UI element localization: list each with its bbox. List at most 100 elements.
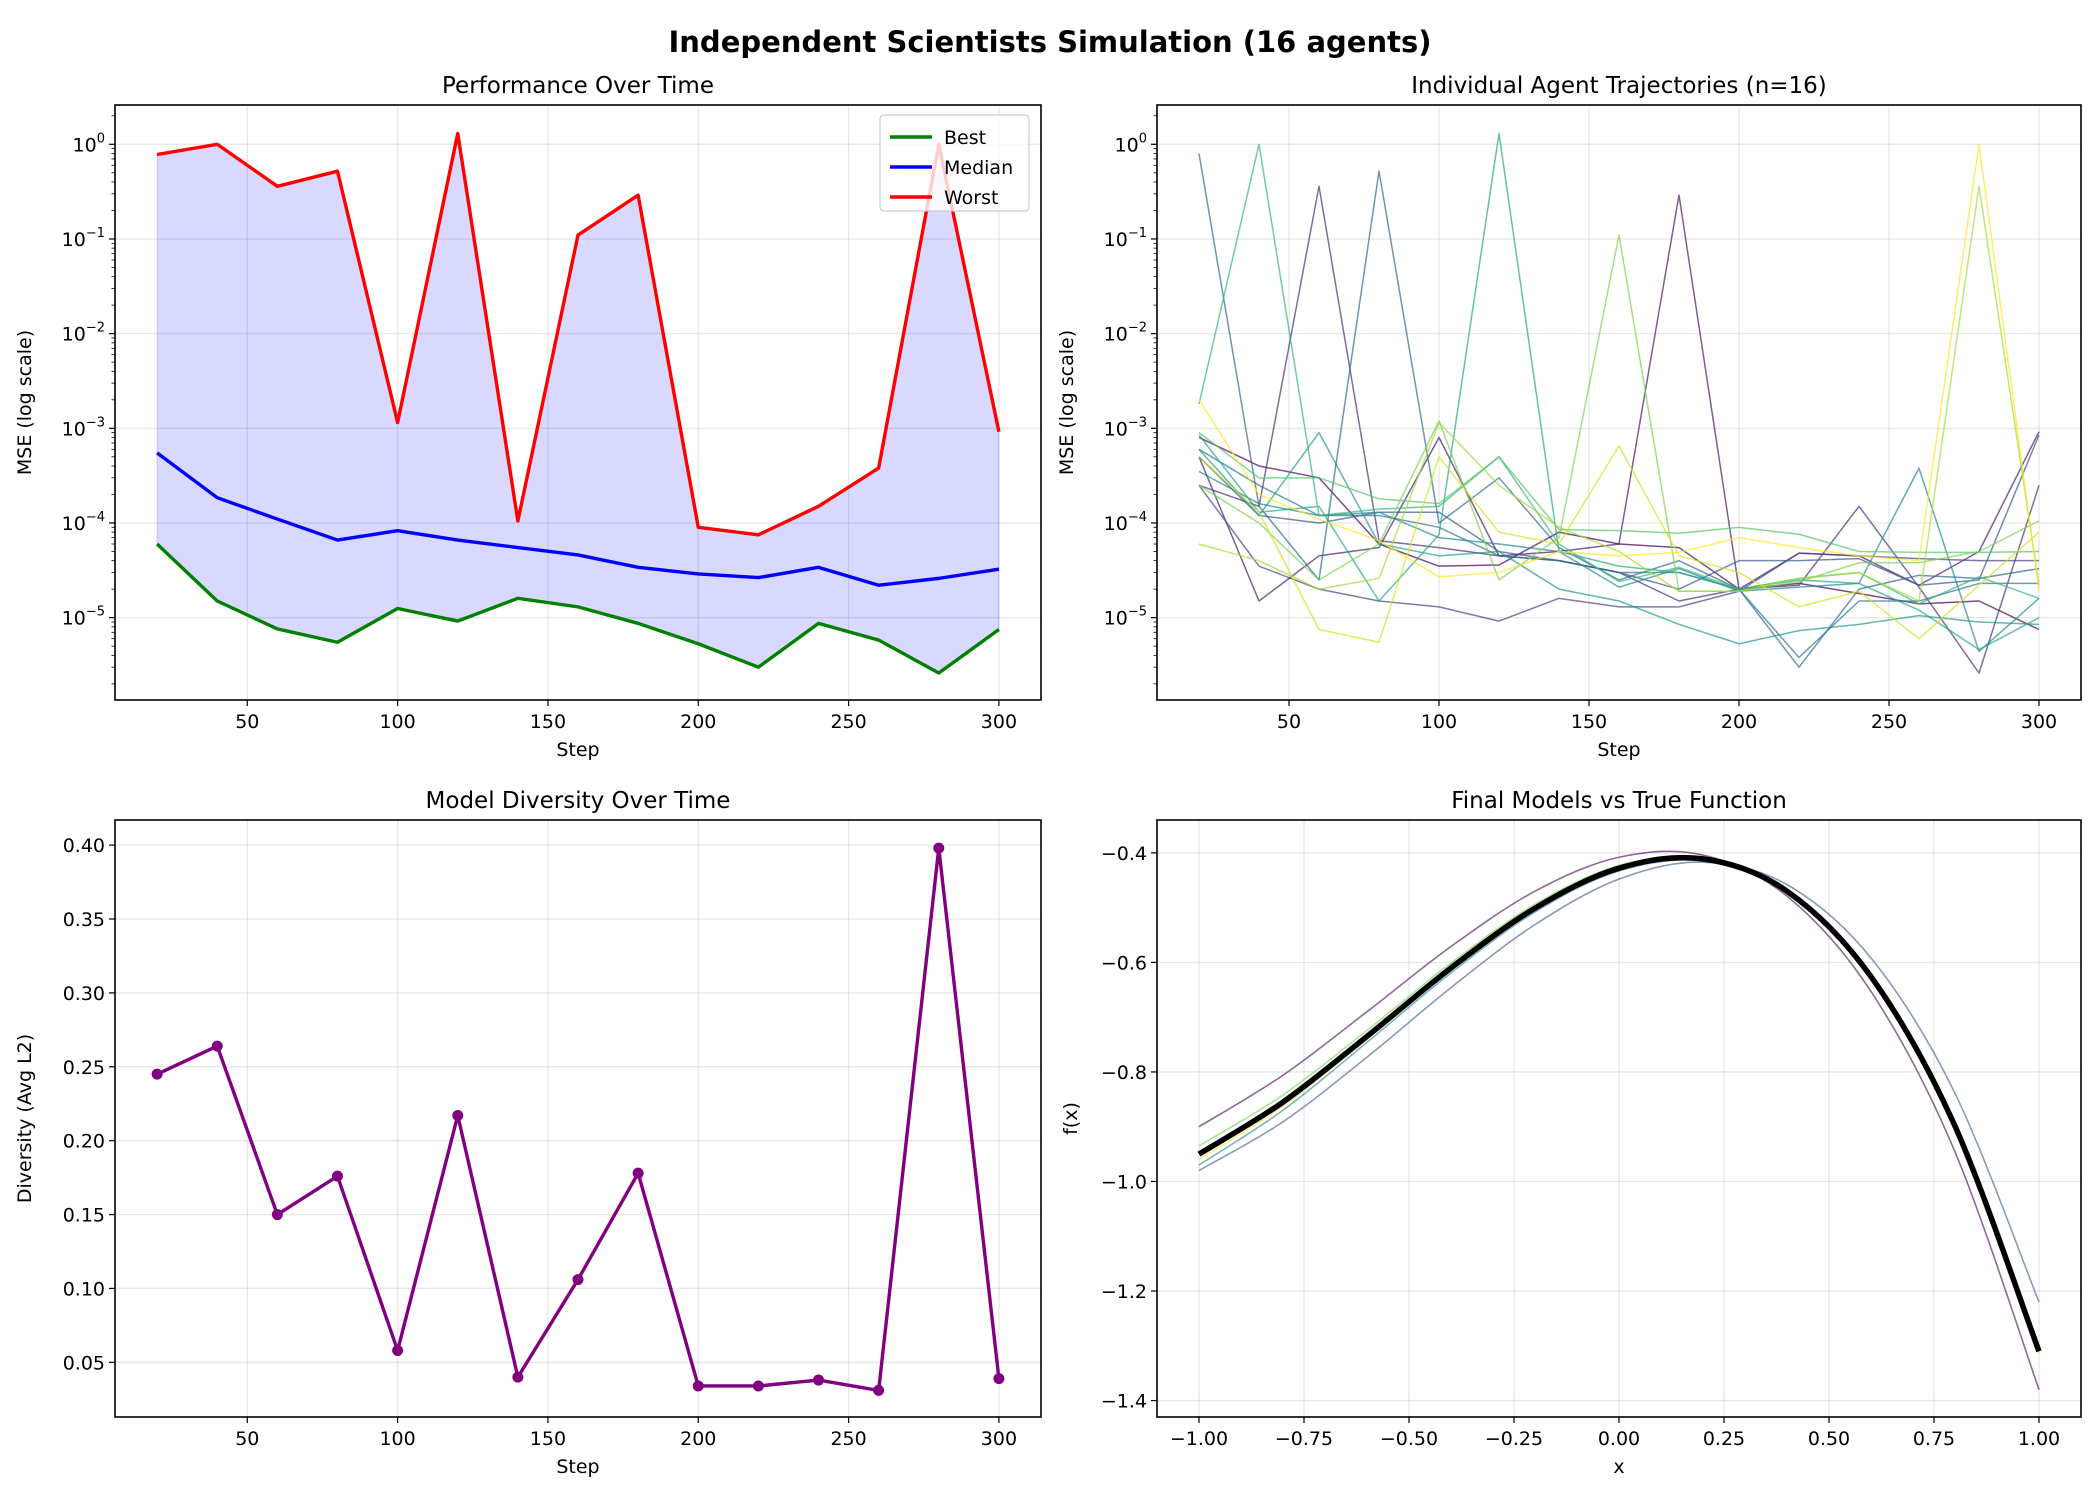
agent-trajectory-15 (1198, 445, 2040, 643)
subplot-3: 50 100 150 200 250 300 0.05 0.10 0.15 0.20 0.25 0.3… (14, 788, 1042, 1478)
subplot-1: 50 100 150 200 250 300 10−5 10−4 10−3 10−2 10−1 100… (14, 73, 1042, 761)
x-tick-label: 200 (680, 711, 716, 733)
plot-area (155, 131, 1001, 675)
x-axis-label: Step (556, 1456, 599, 1478)
x-tick-label: 250 (830, 1428, 866, 1450)
agent-trajectory-4 (1198, 484, 2039, 622)
legend-box (879, 114, 1030, 212)
y-tick-label: 10−4 (62, 510, 105, 535)
y-axis-label: MSE (log scale) (1056, 330, 1078, 475)
legend-label: Worst (944, 187, 998, 209)
x-tick-label: 300 (981, 1428, 1017, 1450)
axes-frame (114, 819, 1042, 1418)
plot-area (1197, 850, 2042, 1390)
diversity-point (512, 1371, 524, 1383)
diversity-point (692, 1380, 704, 1392)
x-axis-label: Step (556, 739, 599, 761)
subplot-title: Individual Agent Trajectories (n=16) (1411, 73, 1827, 99)
x-tick-label: 1.00 (2018, 1428, 2060, 1450)
x-axis-label: Step (1597, 739, 1640, 761)
y-tick-label: −0.4 (1101, 843, 1147, 865)
diversity-point (873, 1384, 885, 1396)
diversity-point (813, 1374, 825, 1386)
x-tick-label: 300 (981, 711, 1017, 733)
x-tick-label: 0.75 (1913, 1428, 1955, 1450)
x-tick-label: 200 (1721, 711, 1757, 733)
subplot-title: Model Diversity Over Time (426, 788, 731, 814)
series-line-worst (156, 131, 1001, 537)
y-tick-label: 0.15 (63, 1205, 105, 1227)
x-tick-label: 200 (680, 1428, 716, 1450)
diversity-point (752, 1380, 764, 1392)
y-axis-label: MSE (log scale) (14, 330, 36, 475)
x-tick-label: 50 (235, 711, 259, 733)
y-tick-label: 10−5 (62, 605, 105, 630)
plot-area (151, 842, 1005, 1396)
y-tick-label: 0.05 (63, 1352, 105, 1374)
diversity-point (211, 1040, 223, 1052)
diversity-point (452, 1110, 464, 1122)
x-axis-label: x (1613, 1456, 1624, 1478)
fill-between-area (156, 133, 1000, 674)
diversity-point (392, 1345, 404, 1357)
diversity-line (156, 846, 1001, 1393)
x-tick-label: 0.25 (1703, 1428, 1745, 1450)
x-tick-label: 0.50 (1808, 1428, 1850, 1450)
diversity-point (271, 1209, 283, 1221)
x-tick-label: 250 (830, 711, 866, 733)
y-tick-label: 10−2 (62, 321, 105, 346)
y-tick-label: −0.8 (1101, 1062, 1147, 1084)
y-tick-label: 10−3 (1104, 415, 1147, 440)
axes-frame (114, 104, 1042, 701)
x-tick-label: 100 (1421, 711, 1457, 733)
x-tick-label: −0.50 (1380, 1428, 1438, 1450)
y-axis-label: f(x) (1060, 1102, 1082, 1135)
x-tick-label: 100 (379, 1428, 415, 1450)
x-tick-label: −0.75 (1275, 1428, 1333, 1450)
subplot-title: Performance Over Time (442, 73, 714, 99)
x-tick-label: −0.25 (1485, 1428, 1543, 1450)
figure-title: Independent Scientists Simulation (16 ag… (669, 25, 1432, 59)
y-tick-label: 0.25 (63, 1057, 105, 1079)
y-tick-label: 10−1 (1104, 226, 1147, 251)
axes-frame (1156, 819, 2082, 1418)
agent-trajectory-14 (1198, 185, 2040, 602)
diversity-point (331, 1170, 343, 1182)
agent-trajectory-11 (1198, 143, 2040, 605)
model-curve-1 (1198, 850, 2040, 1390)
y-tick-label: −0.6 (1101, 952, 1147, 974)
diversity-point (632, 1167, 644, 1179)
y-tick-label: −1.2 (1101, 1281, 1147, 1303)
agent-trajectory-12 (1198, 432, 2040, 554)
y-tick-label: 10−5 (1104, 605, 1147, 630)
x-tick-label: 150 (530, 711, 566, 733)
x-tick-label: 50 (235, 1428, 259, 1450)
model-curve-2 (1198, 861, 2040, 1303)
y-tick-label: 0.30 (63, 983, 105, 1005)
y-tick-label: 10−3 (62, 415, 105, 440)
y-axis-label: Diversity (Avg L2) (14, 1034, 36, 1203)
legend-label: Best (944, 127, 986, 149)
y-tick-label: −1.0 (1101, 1171, 1147, 1193)
agent-trajectory-8 (1198, 467, 2040, 653)
diversity-point (151, 1068, 163, 1080)
y-tick-label: 10−2 (1104, 321, 1147, 346)
y-tick-label: −1.4 (1101, 1391, 1147, 1413)
x-tick-label: −1.00 (1170, 1428, 1228, 1450)
diversity-point (572, 1274, 584, 1286)
x-tick-label: 150 (530, 1428, 566, 1450)
y-tick-label: 0.20 (63, 1131, 105, 1153)
x-tick-label: 50 (1277, 711, 1301, 733)
plot-area (1198, 132, 2040, 674)
y-tick-label: 0.40 (63, 835, 105, 857)
y-tick-label: 0.35 (63, 909, 105, 931)
y-tick-label: 0.10 (63, 1278, 105, 1300)
x-tick-label: 300 (2021, 711, 2057, 733)
x-tick-label: 0.00 (1598, 1428, 1640, 1450)
series-line-best (155, 542, 1000, 675)
diversity-point (933, 842, 945, 854)
x-tick-label: 150 (1571, 711, 1607, 733)
subplot-2: 50 100 150 200 250 300 10−5 10−4 10−3 10−2 10−1 100… (1056, 73, 2082, 761)
axes-frame (1156, 104, 2082, 701)
